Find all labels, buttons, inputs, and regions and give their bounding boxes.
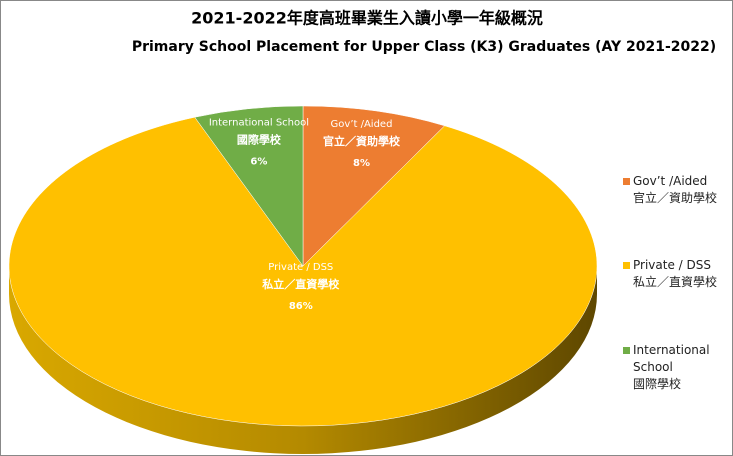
legend-label: 官立／資助學校 <box>633 191 718 205</box>
legend-item: International School 國際學校 <box>623 342 727 393</box>
value-label: 6% <box>250 156 267 167</box>
slice-label: 國際學校 <box>237 132 282 146</box>
chart-subtitle: Primary School Placement for Upper Class… <box>132 39 716 55</box>
value-label: 8% <box>353 158 370 169</box>
slice-label: Gov’t /Aided <box>331 119 393 130</box>
slice <box>194 105 304 267</box>
slice-label: 官立／資助學校 <box>323 134 401 148</box>
legend-swatch <box>623 347 630 354</box>
value-label: 86% <box>289 301 313 312</box>
slice <box>302 105 446 267</box>
legend-label: International School <box>633 343 710 374</box>
legend-label: 國際學校 <box>633 377 682 391</box>
legend-swatch <box>623 178 630 185</box>
slice-label: International School <box>209 117 309 128</box>
legend-item: Gov’t /Aided 官立／資助學校 <box>623 173 727 207</box>
slice-label: Private / DSS <box>268 262 333 273</box>
legend-item: Private / DSS 私立／直資學校 <box>623 257 727 291</box>
legend-swatch <box>623 262 630 269</box>
legend-label: Private / DSS <box>633 258 711 272</box>
legend-label: Gov’t /Aided <box>633 174 708 188</box>
chart-title: 2021-2022年度高班畢業生入讀小學一年級概況 <box>191 9 543 28</box>
slice <box>8 116 598 427</box>
legend-label: 私立／直資學校 <box>633 275 718 289</box>
slice-label: 私立／直資學校 <box>262 277 340 291</box>
slice-side <box>9 266 597 454</box>
